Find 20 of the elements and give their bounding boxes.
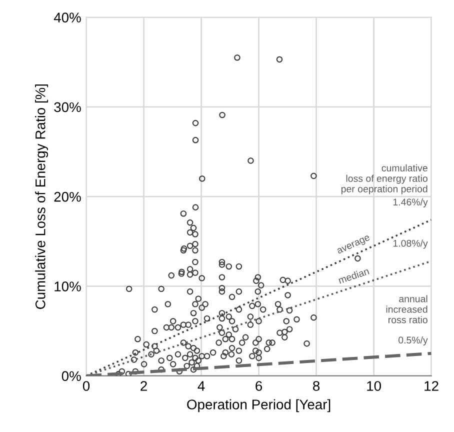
annotation: 1.08%/y <box>393 240 428 249</box>
annotation: annual increased ross ratio <box>386 295 428 324</box>
x-tick-label: 12 <box>424 381 438 391</box>
x-tick-label: 6 <box>256 381 262 391</box>
x-tick-label: 8 <box>313 381 320 391</box>
y-tick-label: 10% <box>54 282 81 292</box>
x-axis-title: Operation Period [Year] <box>187 399 330 412</box>
y-tick-label: 30% <box>54 102 81 112</box>
x-tick-label: 2 <box>140 381 147 391</box>
annotation: cumulative loss of energy ratio per oepration period <box>341 164 428 194</box>
annotation: 0.5%/y <box>398 336 428 346</box>
y-axis-title: Cumulative Loss of Energy Ratio [%] <box>35 84 48 309</box>
x-tick-label: 4 <box>198 381 205 391</box>
y-tick-label: 0% <box>62 371 81 382</box>
x-tick-label: 0 <box>82 381 90 391</box>
x-tick-label: 10 <box>367 381 381 391</box>
y-tick-label: 20% <box>54 192 81 202</box>
annotation: 1.46%/y <box>393 198 428 208</box>
y-tick-label: 40% <box>54 12 81 22</box>
text: median <box>338 267 370 284</box>
